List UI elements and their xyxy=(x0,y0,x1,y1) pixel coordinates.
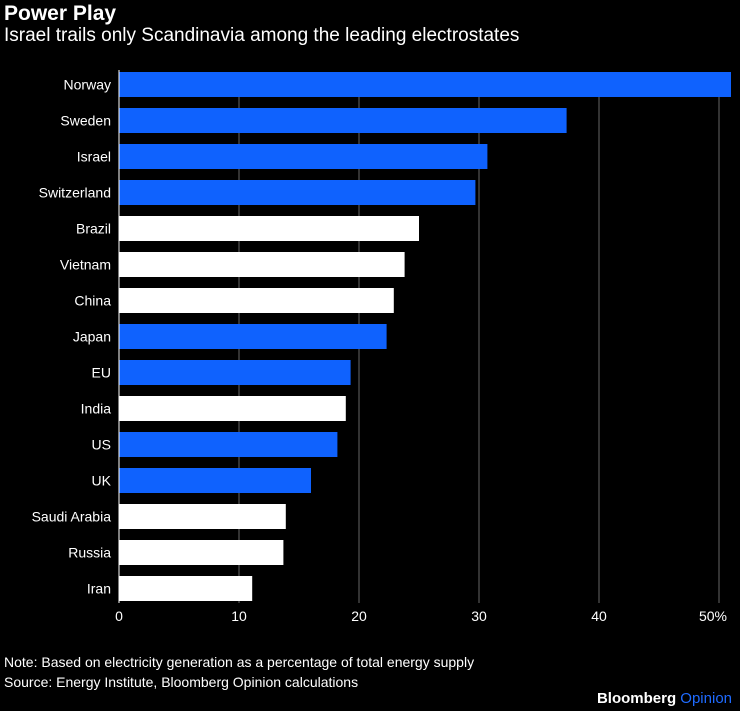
category-label: Iran xyxy=(87,581,111,597)
bar-iran xyxy=(119,576,253,601)
bar-uk xyxy=(119,468,311,493)
category-label: UK xyxy=(92,473,112,489)
x-tick-label: 50% xyxy=(699,608,727,624)
bar-sweden xyxy=(119,108,567,133)
bar-china xyxy=(119,288,394,313)
category-label: Norway xyxy=(64,77,111,93)
category-label: US xyxy=(92,437,111,453)
chart-title: Power Play xyxy=(4,2,117,25)
bar-brazil xyxy=(119,216,419,241)
chart-note: Note: Based on electricity generation as… xyxy=(4,654,475,670)
x-tick-label: 30 xyxy=(471,608,487,624)
category-label: Brazil xyxy=(76,221,111,237)
category-label: Sweden xyxy=(60,113,111,129)
bar-us xyxy=(119,432,338,457)
bar-india xyxy=(119,396,346,421)
category-label: Russia xyxy=(68,545,111,561)
chart-subtitle: Israel trails only Scandinavia among the… xyxy=(4,25,520,46)
x-tick-label: 20 xyxy=(351,608,367,624)
category-label: Japan xyxy=(73,329,111,345)
brand-sub: Opinion xyxy=(680,690,732,707)
brand-main: Bloomberg xyxy=(596,690,677,707)
bar-switzerland xyxy=(119,180,476,205)
bar-russia xyxy=(119,540,284,565)
bar-vietnam xyxy=(119,252,405,277)
bar-eu xyxy=(119,360,351,385)
bar-japan xyxy=(119,324,387,349)
bar-chart: Norway Sweden Israel Switzerland Brazil Vietn… xyxy=(32,70,731,624)
brand-logo: Bloomberg Opinion xyxy=(597,690,732,707)
x-tick-label: 10 xyxy=(231,608,247,624)
category-label: Switzerland xyxy=(39,185,111,201)
bar-norway xyxy=(119,72,731,97)
x-tick-label: 0 xyxy=(115,608,123,624)
bar-israel xyxy=(119,144,488,169)
chart-source: Source: Energy Institute, Bloomberg Opin… xyxy=(4,674,359,690)
category-label: Vietnam xyxy=(60,257,111,273)
x-tick-label: 40 xyxy=(591,608,607,624)
category-label: Saudi Arabia xyxy=(32,509,112,525)
category-label: Israel xyxy=(77,149,111,165)
category-label: India xyxy=(81,401,112,417)
bar-saudi-arabia xyxy=(119,504,286,529)
category-label: China xyxy=(74,293,111,309)
category-label: EU xyxy=(92,365,111,381)
